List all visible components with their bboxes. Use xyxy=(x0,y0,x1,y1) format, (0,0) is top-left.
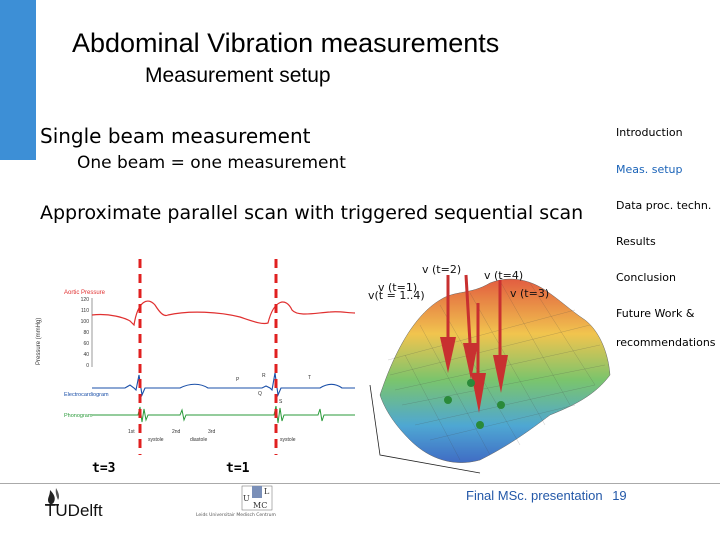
cardiac-cycle-figure: Aortic Pressure Pressure (mmHg) 120 110 … xyxy=(36,259,356,476)
label-v-t3: v (t=3) xyxy=(510,287,549,300)
ecg-annotation: P xyxy=(236,377,240,383)
nav-introduction[interactable]: Introduction xyxy=(616,126,683,139)
lumc-letter: MC xyxy=(253,501,267,510)
phonogram-curve xyxy=(92,405,355,424)
lumc-letter: U xyxy=(243,494,250,503)
lumc-subtitle: Leids Universitair Medisch Centrum xyxy=(196,512,276,518)
nav-conclusion[interactable]: Conclusion xyxy=(616,271,676,284)
y-tick: 40 xyxy=(83,352,89,358)
lumc-logo: L U MC Leids Universitair Medisch Centru… xyxy=(196,485,276,518)
nav-recommendations[interactable]: recommendations xyxy=(616,336,716,349)
bullet-single-beam: Single beam measurement xyxy=(40,124,311,148)
y-tick: 80 xyxy=(83,330,89,336)
nav-data-proc[interactable]: Data proc. techn. xyxy=(616,199,712,212)
y-axis-label: Pressure (mmHg) xyxy=(36,318,42,365)
nav-future-work[interactable]: Future Work & xyxy=(616,307,695,320)
y-tick: 0 xyxy=(86,363,89,369)
nav-meas-setup[interactable]: Meas. setup xyxy=(616,163,683,176)
phase-label: 1st xyxy=(128,429,135,435)
ecg-annotation: R xyxy=(262,373,266,379)
ecg-curve xyxy=(92,372,355,398)
slide-subtitle: Measurement setup xyxy=(145,64,331,87)
phase-label: 2nd xyxy=(172,429,181,435)
y-tick: 110 xyxy=(81,308,89,314)
measurement-points xyxy=(444,379,505,429)
page-number: 19 xyxy=(612,488,627,503)
tudelft-logo: TUDelft xyxy=(45,488,103,518)
label-v-t1: v (t=1) xyxy=(378,281,417,294)
surface-scan-figure: v (t=2) v (t=4) v (t=1) v(t = 1..4) v (t… xyxy=(368,263,611,474)
slide-title: Abdominal Vibration measurements xyxy=(72,28,500,58)
title-accent-bar xyxy=(0,0,36,160)
flame-icon xyxy=(45,488,60,506)
ecg-annotation: Q xyxy=(258,391,262,397)
y-tick: 100 xyxy=(81,319,90,325)
phase-label: systole xyxy=(148,437,164,443)
phase-label: diastole xyxy=(190,437,207,443)
tudelft-wordmark: TUDelft xyxy=(45,501,103,518)
time-label-t3: t=3 xyxy=(92,461,115,476)
bullet-one-beam: One beam = one measurement xyxy=(77,153,346,173)
ecg-annotation: T xyxy=(308,375,311,381)
y-tick: 120 xyxy=(81,297,90,303)
beam-arrows xyxy=(440,274,508,413)
y-tick: 60 xyxy=(83,341,89,347)
nav-results[interactable]: Results xyxy=(616,235,656,248)
axis-box xyxy=(369,384,481,474)
legend-phono: Phonogram xyxy=(64,413,93,419)
time-label-t1: t=1 xyxy=(226,461,250,476)
legend-aortic: Aortic Pressure xyxy=(64,290,106,296)
ecg-annotation: S xyxy=(279,399,283,405)
footer-page-info: Final MSc. presentation 19 xyxy=(466,488,627,503)
label-v-t2: v (t=2) xyxy=(422,263,461,276)
label-v-t4: v (t=4) xyxy=(484,269,523,282)
footer-divider xyxy=(0,483,720,484)
aortic-pressure-curve xyxy=(91,300,356,327)
footer-presentation-title: Final MSc. presentation xyxy=(466,488,603,503)
phase-label: 3rd xyxy=(208,429,215,435)
lumc-letter: L xyxy=(264,487,270,496)
legend-ecg: Electrocardiogram xyxy=(64,392,109,398)
bullet-parallel-scan: Approximate parallel scan with triggered… xyxy=(40,202,584,224)
surface-mesh xyxy=(379,278,611,463)
phase-label: systole xyxy=(280,437,296,443)
label-v-t1-4: v(t = 1..4) xyxy=(368,289,425,302)
